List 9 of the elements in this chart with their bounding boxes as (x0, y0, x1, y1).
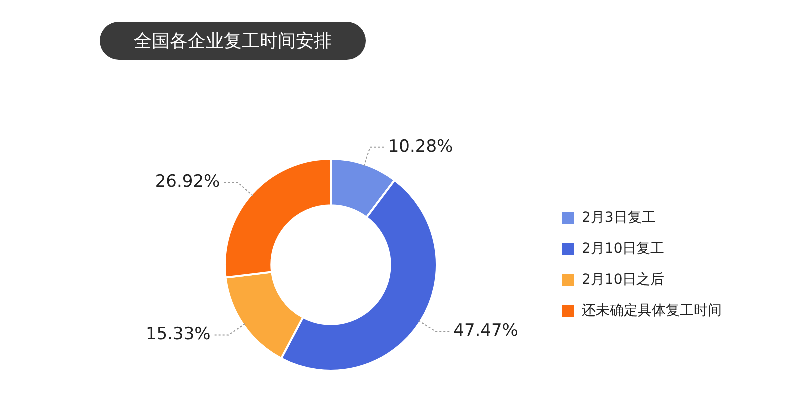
legend-label: 2月3日复工 (582, 210, 656, 226)
data-label: 47.47% (454, 320, 518, 341)
data-label: 26.92% (155, 172, 220, 192)
legend-label: 还未确定具体复工时间 (582, 303, 722, 320)
legend-label: 2月10日之后 (582, 272, 665, 288)
data-label: 10.28% (388, 136, 454, 157)
data-label: 15.33% (146, 324, 211, 345)
chart-title: 全国各企业复工时间安排 (100, 22, 366, 60)
legend-label: 2月10日复工 (582, 241, 665, 258)
